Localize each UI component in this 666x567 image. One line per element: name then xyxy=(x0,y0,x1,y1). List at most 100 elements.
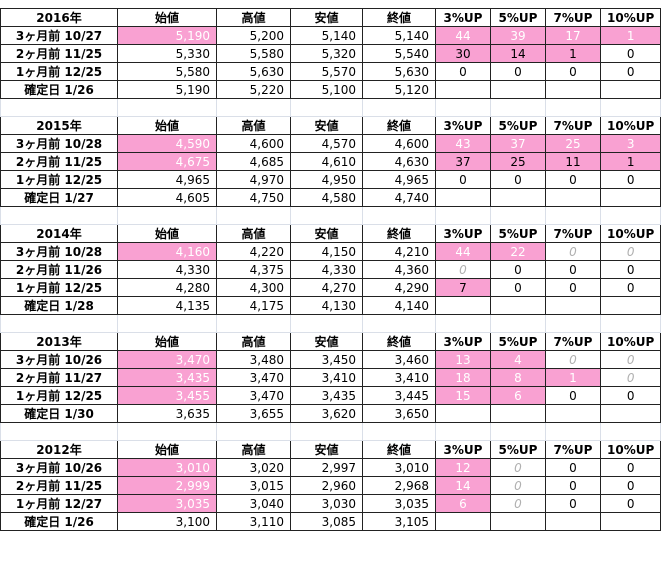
data-row: 確定日 1/30 3,635 3,655 3,620 3,650 xyxy=(0,404,662,423)
price-cell: 5,220 xyxy=(216,80,291,99)
column-header: 安値 xyxy=(290,440,363,459)
count-cell: 0 xyxy=(599,242,662,261)
column-header: 10%UP xyxy=(599,332,662,351)
empty-cell xyxy=(362,314,436,333)
empty-cell xyxy=(599,296,662,315)
price-cell: 4,590 xyxy=(117,134,217,153)
price-cell: 5,120 xyxy=(362,80,436,99)
header-row: 2012年 始値 高値 安値 終値 3%UP 5%UP 7%UP 10%UP xyxy=(0,440,662,459)
row-label: 3ヶ月前 10/27 xyxy=(0,26,118,45)
empty-cell xyxy=(599,512,662,531)
empty-cell xyxy=(290,314,363,333)
data-row: 1ヶ月前 12/25 5,580 5,630 5,570 5,630 0 0 0 0 xyxy=(0,62,662,81)
count-cell: 0 xyxy=(545,170,601,189)
count-cell: 14 xyxy=(435,476,491,495)
price-cell: 4,160 xyxy=(117,242,217,261)
empty-cell xyxy=(490,80,546,99)
count-cell: 4 xyxy=(490,350,546,369)
price-cell: 3,460 xyxy=(362,350,436,369)
empty-cell xyxy=(435,314,491,333)
count-cell: 39 xyxy=(490,26,546,45)
column-header: 3%UP xyxy=(435,8,491,27)
count-cell: 8 xyxy=(490,368,546,387)
count-cell: 0 xyxy=(435,62,491,81)
count-cell: 0 xyxy=(545,458,601,477)
empty-cell xyxy=(216,314,291,333)
count-cell: 25 xyxy=(490,152,546,171)
price-cell: 4,675 xyxy=(117,152,217,171)
data-row: 2ヶ月前 11/25 4,675 4,685 4,610 4,630 37 25 11 1 xyxy=(0,152,662,171)
count-cell: 7 xyxy=(435,278,491,297)
column-header: 3%UP xyxy=(435,116,491,135)
price-cell: 4,685 xyxy=(216,152,291,171)
data-row: 確定日 1/27 4,605 4,750 4,580 4,740 xyxy=(0,188,662,207)
row-label: 2ヶ月前 11/25 xyxy=(0,476,118,495)
column-header: 終値 xyxy=(362,8,436,27)
spacer-row xyxy=(0,206,662,225)
spreadsheet: 2016年 始値 高値 安値 終値 3%UP 5%UP 7%UP 10%UP 3ヶ月前 10/27… xyxy=(0,8,662,531)
column-header: 7%UP xyxy=(545,116,601,135)
price-cell: 3,470 xyxy=(216,368,291,387)
price-cell: 4,270 xyxy=(290,278,363,297)
row-label: 3ヶ月前 10/28 xyxy=(0,134,118,153)
price-cell: 2,997 xyxy=(290,458,363,477)
column-header: 7%UP xyxy=(545,332,601,351)
count-cell: 0 xyxy=(599,278,662,297)
price-cell: 4,630 xyxy=(362,152,436,171)
count-cell: 37 xyxy=(490,134,546,153)
data-row: 3ヶ月前 10/27 5,190 5,200 5,140 5,140 44 39 17 1 xyxy=(0,26,662,45)
price-cell: 4,580 xyxy=(290,188,363,207)
count-cell: 43 xyxy=(435,134,491,153)
data-row: 3ヶ月前 10/26 3,010 3,020 2,997 3,010 12 0 0 0 xyxy=(0,458,662,477)
column-header: 始値 xyxy=(117,116,217,135)
row-label: 確定日 1/26 xyxy=(0,512,118,531)
empty-cell xyxy=(599,422,662,441)
empty-cell xyxy=(490,296,546,315)
empty-cell xyxy=(490,314,546,333)
column-header: 始値 xyxy=(117,224,217,243)
empty-cell xyxy=(435,188,491,207)
price-cell: 3,100 xyxy=(117,512,217,531)
count-cell: 0 xyxy=(599,368,662,387)
row-label: 確定日 1/27 xyxy=(0,188,118,207)
price-cell: 3,010 xyxy=(117,458,217,477)
count-cell: 0 xyxy=(545,62,601,81)
price-cell: 3,010 xyxy=(362,458,436,477)
empty-cell xyxy=(216,422,291,441)
column-header: 高値 xyxy=(216,440,291,459)
count-cell: 0 xyxy=(599,260,662,279)
price-cell: 4,970 xyxy=(216,170,291,189)
column-header: 10%UP xyxy=(599,224,662,243)
year-header: 2016年 xyxy=(0,8,118,27)
count-cell: 44 xyxy=(435,26,491,45)
row-label: 1ヶ月前 12/25 xyxy=(0,170,118,189)
empty-cell xyxy=(435,98,491,117)
count-cell: 0 xyxy=(490,458,546,477)
count-cell: 0 xyxy=(599,476,662,495)
count-cell: 0 xyxy=(545,242,601,261)
count-cell: 44 xyxy=(435,242,491,261)
header-row: 2015年 始値 高値 安値 終値 3%UP 5%UP 7%UP 10%UP xyxy=(0,116,662,135)
row-label: 2ヶ月前 11/27 xyxy=(0,368,118,387)
empty-cell xyxy=(435,296,491,315)
row-label: 1ヶ月前 12/25 xyxy=(0,62,118,81)
empty-cell xyxy=(490,188,546,207)
price-cell: 4,300 xyxy=(216,278,291,297)
count-cell: 0 xyxy=(490,170,546,189)
price-cell: 3,470 xyxy=(216,386,291,405)
price-cell: 3,450 xyxy=(290,350,363,369)
count-cell: 0 xyxy=(490,260,546,279)
row-label: 1ヶ月前 12/25 xyxy=(0,278,118,297)
price-cell: 5,190 xyxy=(117,80,217,99)
price-cell: 3,635 xyxy=(117,404,217,423)
price-cell: 3,035 xyxy=(117,494,217,513)
count-cell: 17 xyxy=(545,26,601,45)
column-header: 5%UP xyxy=(490,8,546,27)
count-cell: 0 xyxy=(435,170,491,189)
column-header: 5%UP xyxy=(490,332,546,351)
empty-cell xyxy=(545,512,601,531)
price-cell: 3,015 xyxy=(216,476,291,495)
count-cell: 0 xyxy=(545,476,601,495)
empty-cell xyxy=(545,296,601,315)
